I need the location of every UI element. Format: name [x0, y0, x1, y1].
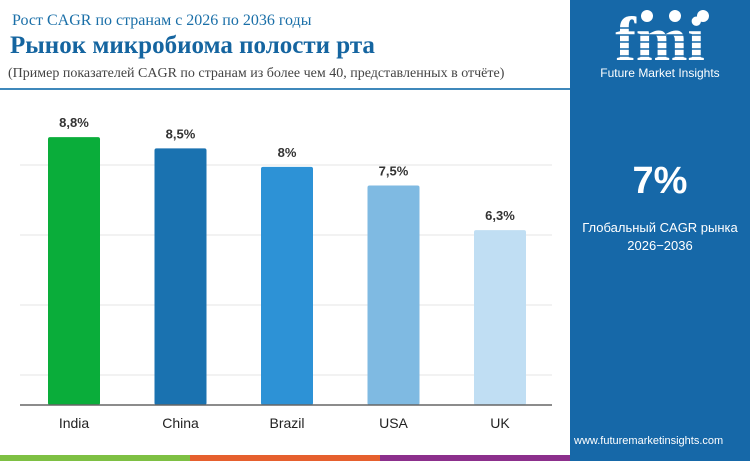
side-panel	[570, 0, 750, 461]
x-tick-label: USA	[379, 415, 408, 431]
data-label: 7,5%	[379, 164, 409, 179]
x-tick-label: Brazil	[269, 415, 304, 431]
data-label: 6,3%	[485, 208, 515, 223]
chart-title: Рынок микробиома полости рта	[10, 32, 375, 59]
globe-americas-icon	[641, 10, 653, 22]
data-label: 8,5%	[166, 126, 196, 141]
footer-strip-green	[0, 455, 190, 461]
logo-text: fmi	[615, 8, 705, 68]
x-tick-label: UK	[490, 415, 510, 431]
bar-brazil	[261, 166, 313, 405]
chart-subtitle: Рост CAGR по странам с 2026 по 2036 годы	[12, 12, 312, 29]
global-cagr-value: 7%	[632, 160, 688, 202]
global-cagr-period: 2026−2036	[627, 238, 693, 253]
footer-strip-orange	[190, 455, 380, 461]
chart-note: (Пример показателей CAGR по странам из б…	[8, 66, 505, 81]
brand-name: Future Market Insights	[600, 66, 720, 80]
bar-uk	[474, 230, 526, 405]
fmi-logo: fmi	[595, 8, 725, 68]
x-tick-label: China	[162, 415, 199, 431]
website-link[interactable]: www.futuremarketinsights.com	[574, 435, 724, 447]
global-cagr-label: Глобальный CAGR рынка	[582, 220, 738, 235]
footer-strip-purple	[380, 455, 570, 461]
data-label: 8%	[278, 145, 297, 160]
data-label: 8,8%	[59, 115, 89, 130]
bar-china	[154, 148, 207, 405]
bar-india	[48, 137, 100, 405]
globe-asia-icon	[697, 10, 709, 22]
bar-usa	[367, 185, 420, 405]
bar-chart: 8,8% India 8,5% China 8% Brazil 7,5% USA 6,3% UK	[20, 115, 552, 431]
x-tick-label: India	[59, 415, 90, 431]
header-divider	[0, 88, 570, 90]
globe-europe-icon	[669, 10, 681, 22]
